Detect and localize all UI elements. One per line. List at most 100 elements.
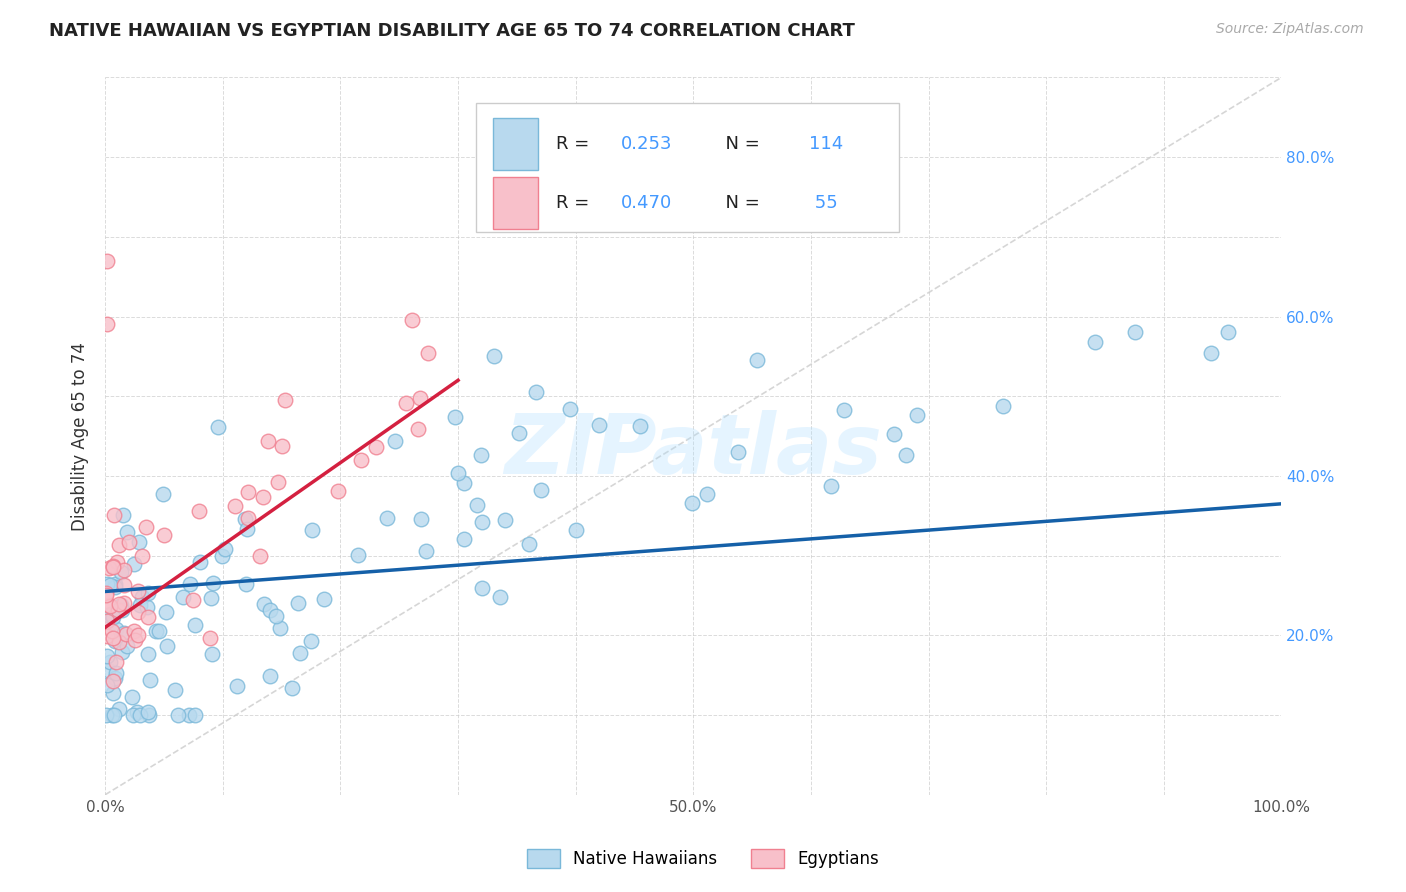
Point: [121, 708, 143, 723]
Point: [138, 586, 160, 600]
Point: [494, 513, 516, 527]
Point: [172, 590, 194, 604]
Point: [98, 578, 121, 592]
Point: [103, 559, 125, 574]
Point: [136, 647, 159, 661]
Point: [484, 350, 506, 364]
Point: [264, 608, 287, 623]
Point: [101, 708, 124, 723]
Point: [104, 634, 127, 648]
Point: [138, 673, 160, 687]
Point: [112, 596, 135, 610]
Point: [384, 434, 406, 448]
Point: [406, 422, 429, 436]
Point: [118, 535, 141, 549]
Point: [97, 599, 120, 613]
Point: [107, 603, 129, 617]
Point: [115, 627, 138, 641]
Point: [395, 396, 418, 410]
Point: [96, 588, 118, 602]
Point: [269, 621, 291, 635]
Point: [108, 635, 131, 649]
Point: [238, 484, 260, 499]
Point: [253, 597, 276, 611]
Point: [97, 664, 120, 678]
Point: [681, 496, 703, 510]
Point: [202, 575, 225, 590]
Point: [127, 605, 149, 619]
Point: [111, 602, 134, 616]
Point: [820, 479, 842, 493]
Point: [148, 624, 170, 638]
Point: [179, 708, 201, 723]
Point: [364, 440, 387, 454]
Point: [127, 705, 149, 719]
Point: [145, 624, 167, 638]
Point: [564, 524, 586, 538]
Y-axis label: Disability Age 65 to 74: Disability Age 65 to 74: [72, 342, 89, 531]
Point: [488, 590, 510, 604]
Point: [894, 448, 917, 462]
Point: [301, 524, 323, 538]
Point: [96, 615, 118, 629]
Point: [152, 487, 174, 501]
Point: [112, 578, 135, 592]
Point: [111, 645, 134, 659]
Point: [124, 633, 146, 648]
Text: Source: ZipAtlas.com: Source: ZipAtlas.com: [1216, 22, 1364, 37]
Point: [122, 624, 145, 638]
Point: [138, 708, 160, 723]
Point: [628, 419, 651, 434]
Point: [235, 577, 257, 591]
Point: [415, 543, 437, 558]
Point: [290, 646, 312, 660]
Point: [883, 427, 905, 442]
Point: [117, 639, 139, 653]
Point: [299, 634, 322, 648]
FancyBboxPatch shape: [494, 178, 538, 229]
Text: N =: N =: [714, 194, 766, 212]
Point: [508, 426, 530, 441]
Point: [470, 448, 492, 462]
Point: [136, 609, 159, 624]
Text: NATIVE HAWAIIAN VS EGYPTIAN DISABILITY AGE 65 TO 74 CORRELATION CHART: NATIVE HAWAIIAN VS EGYPTIAN DISABILITY A…: [49, 22, 855, 40]
Point: [105, 555, 128, 569]
Point: [183, 708, 205, 723]
Point: [270, 438, 292, 452]
Point: [156, 639, 179, 653]
Point: [103, 609, 125, 624]
Point: [96, 318, 118, 332]
Point: [112, 626, 135, 640]
Text: N =: N =: [714, 135, 766, 153]
Point: [103, 708, 125, 723]
Point: [135, 520, 157, 534]
Point: [128, 535, 150, 549]
Point: [100, 607, 122, 621]
Point: [347, 548, 370, 562]
Point: [131, 549, 153, 564]
Text: ZIPatlas: ZIPatlas: [505, 410, 882, 491]
Point: [236, 522, 259, 536]
Point: [98, 655, 121, 669]
Point: [103, 558, 125, 573]
Point: [236, 510, 259, 524]
Point: [409, 391, 432, 405]
Point: [832, 403, 855, 417]
Point: [267, 475, 290, 489]
Point: [377, 511, 399, 525]
Point: [100, 624, 122, 638]
Point: [96, 629, 118, 643]
Point: [105, 622, 128, 636]
Point: [104, 665, 127, 680]
Point: [115, 525, 138, 540]
Text: 114: 114: [808, 135, 842, 153]
Point: [727, 445, 749, 459]
Point: [101, 632, 124, 646]
Point: [107, 537, 129, 551]
Point: [328, 484, 350, 499]
Point: [96, 586, 118, 600]
Point: [465, 498, 488, 512]
Point: [471, 581, 494, 595]
Point: [136, 599, 159, 614]
Point: [108, 597, 131, 611]
